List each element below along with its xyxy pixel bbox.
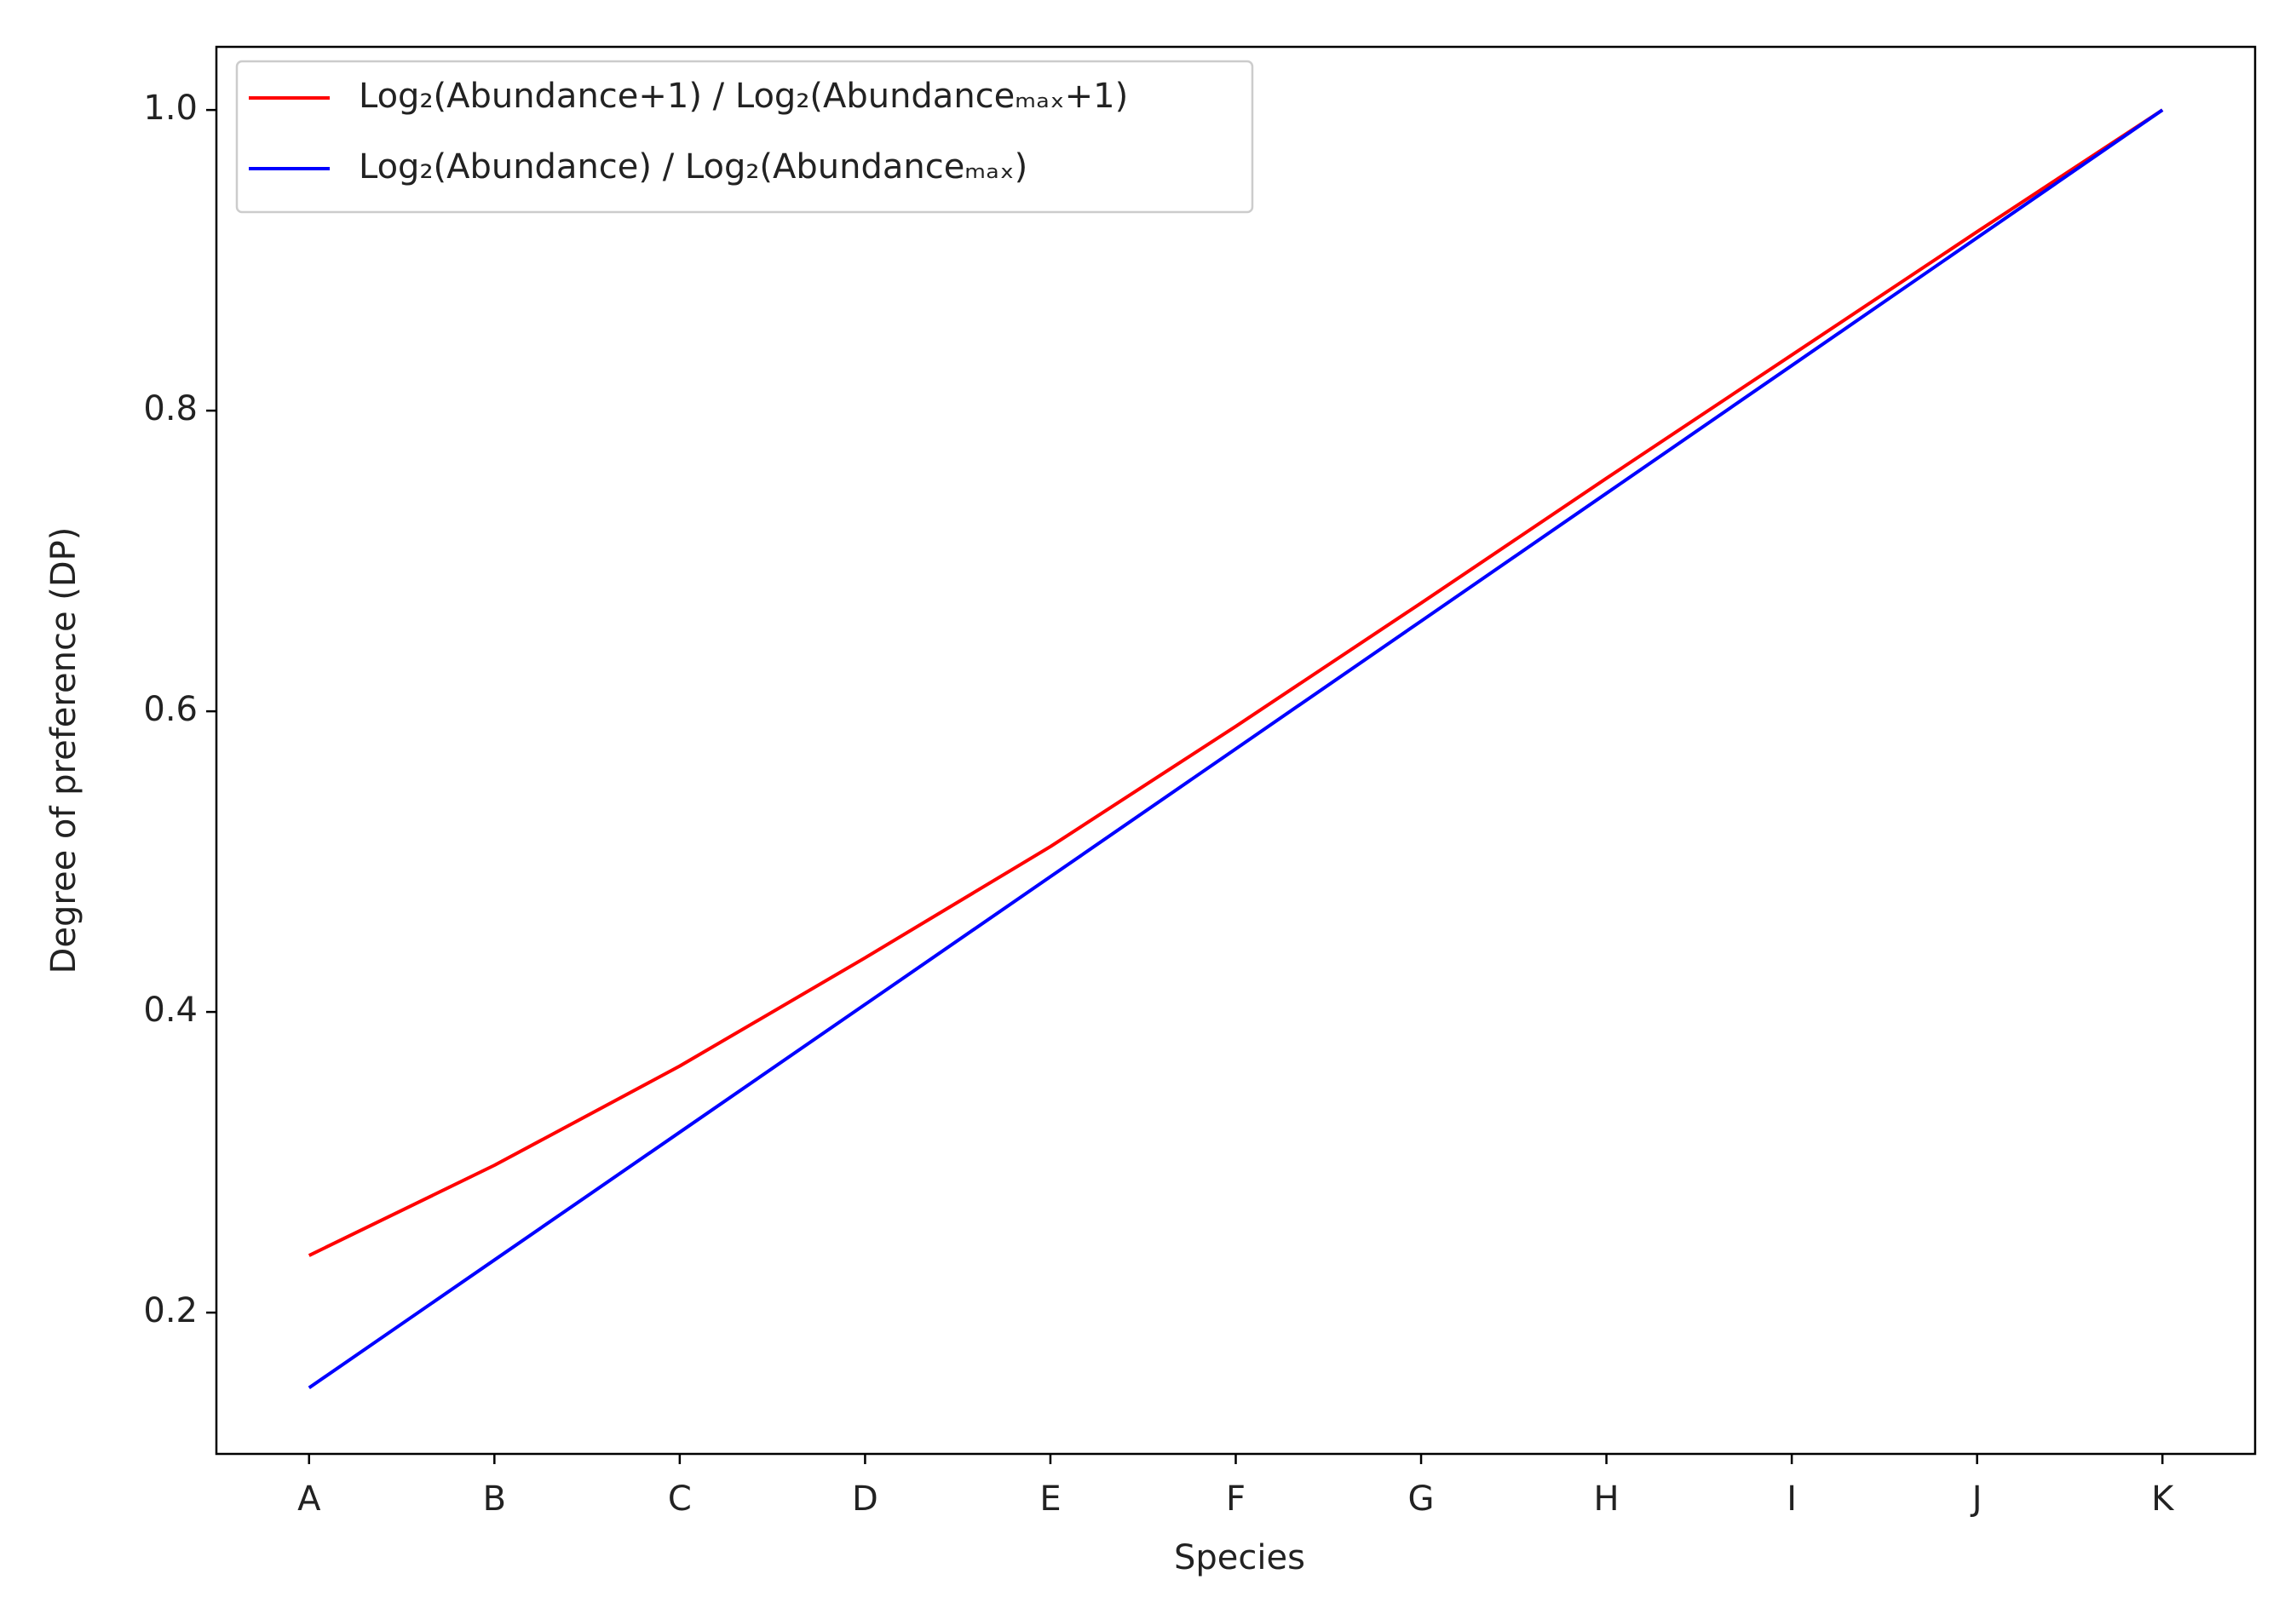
x-tick-label: E [1039,1479,1061,1519]
x-tick-label: D [852,1479,878,1519]
x-tick-label: C [668,1479,692,1519]
x-tick-label: F [1226,1479,1246,1519]
y-tick-label: 0.2 [143,1291,198,1330]
y-tick-label: 1.0 [143,89,198,128]
x-tick-label: J [1970,1479,1982,1519]
x-tick-label: K [2151,1479,2175,1519]
legend: Log₂(Abundance+1) / Log₂(Abundanceₘₐₓ+1)… [235,60,1254,214]
y-tick-label: 0.8 [143,389,198,428]
x-axis-label: Species [1174,1538,1305,1577]
series-line [308,108,2164,1257]
x-tick-label: I [1787,1479,1797,1519]
y-axis-label: Degree of preference (DP) [44,527,83,974]
x-tick-label: G [1408,1479,1435,1519]
legend-label: Log₂(Abundance) / Log₂(Abundanceₘₐₓ) [359,147,1027,187]
series-line [308,108,2164,1389]
legend-box [235,60,1254,214]
x-tick-label: H [1594,1479,1620,1519]
x-tick-label: A [297,1479,321,1519]
y-tick-label: 0.4 [143,991,198,1030]
x-tick-label: B [483,1479,506,1519]
y-tick-label: 0.6 [143,690,198,729]
legend-label: Log₂(Abundance+1) / Log₂(Abundanceₘₐₓ+1) [359,77,1128,116]
